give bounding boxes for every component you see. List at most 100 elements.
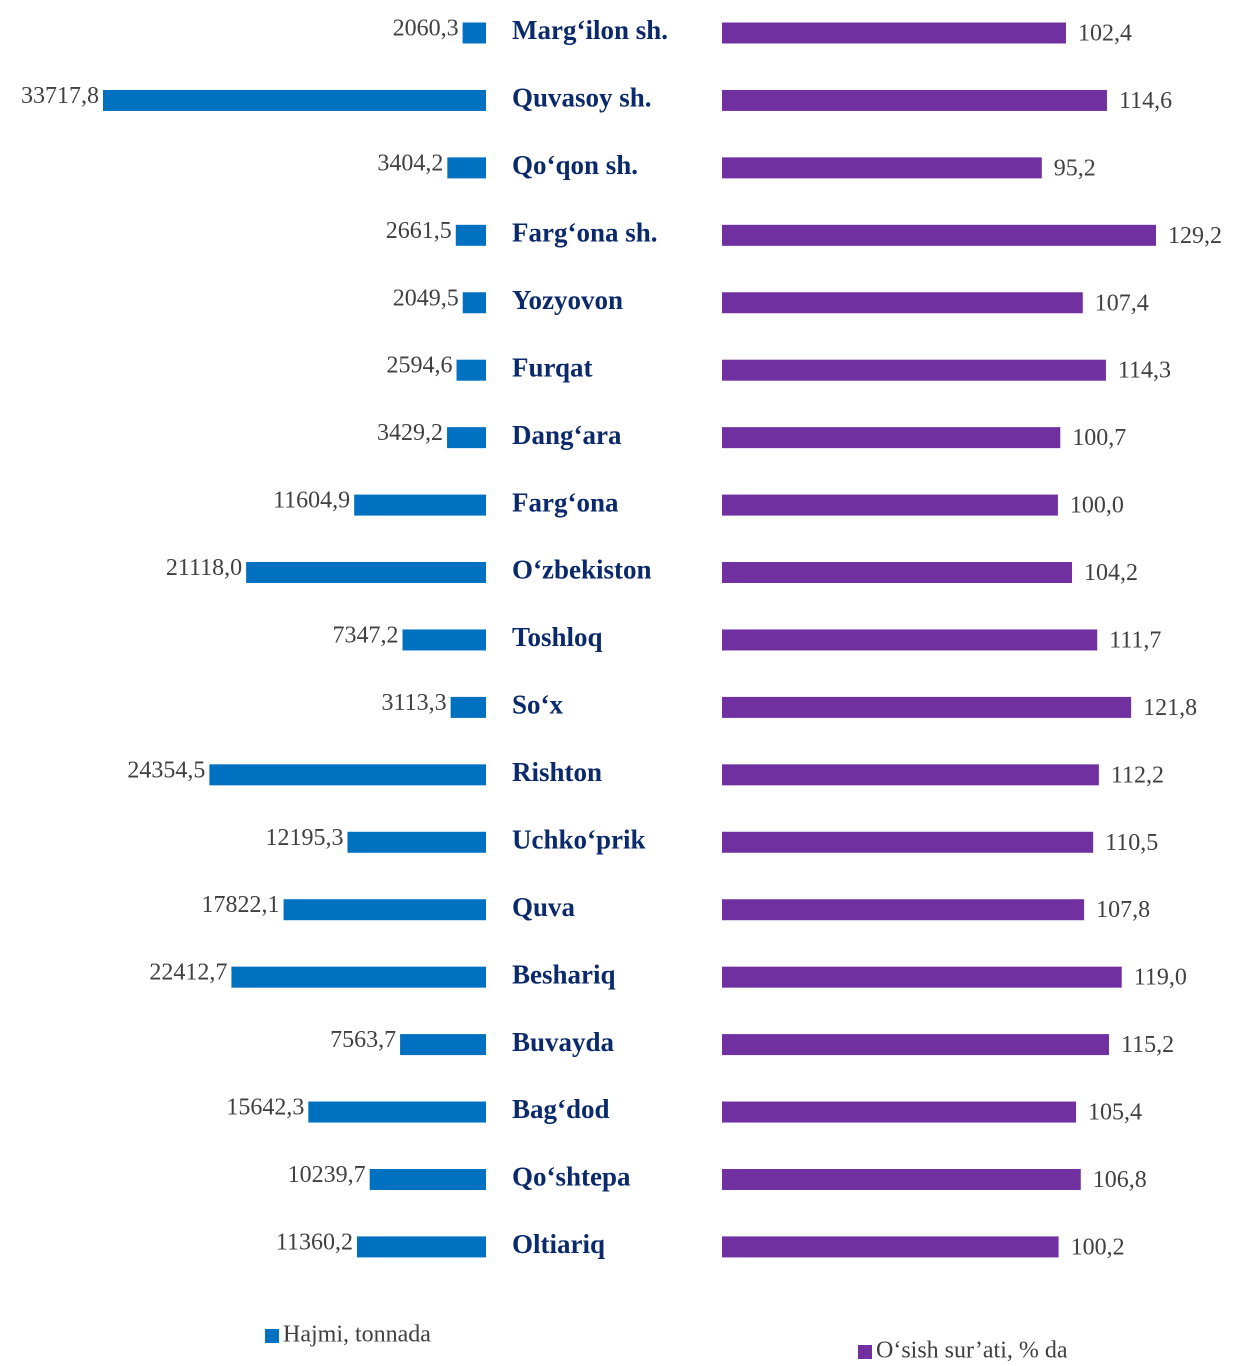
bar: [103, 89, 486, 111]
bar: [722, 157, 1042, 179]
bar: [209, 764, 486, 786]
value-label: 100,0: [1070, 493, 1124, 519]
legend-swatch: [858, 1345, 872, 1359]
value-label: 110,5: [1105, 830, 1158, 856]
value-label: 106,8: [1093, 1167, 1147, 1193]
value-label: 33717,8: [21, 83, 99, 109]
value-label: 7563,7: [330, 1027, 396, 1053]
category-label: Farg‘ona sh.: [512, 218, 658, 248]
value-label: 111,7: [1109, 627, 1161, 653]
bar: [722, 899, 1085, 921]
category-label: Beshariq: [512, 959, 616, 989]
bar: [455, 224, 486, 246]
bar: [283, 899, 486, 921]
category-label: Bag‘dod: [512, 1094, 610, 1124]
category-label: O‘zbekiston: [512, 555, 652, 585]
value-label: 11360,2: [276, 1229, 353, 1255]
category-label: Furqat: [512, 352, 593, 382]
legend-swatch: [265, 1329, 279, 1343]
value-label: 21118,0: [166, 555, 242, 581]
bar: [722, 292, 1083, 314]
category-label: So‘x: [512, 690, 564, 720]
bar: [722, 427, 1061, 449]
category-label: Dang‘ara: [512, 420, 622, 450]
category-label: Yozyovon: [512, 285, 623, 315]
value-label: 11604,9: [273, 488, 350, 514]
bar: [722, 562, 1073, 584]
value-label: 15642,3: [226, 1095, 304, 1121]
category-label: Quvasoy sh.: [512, 83, 652, 113]
value-label: 104,2: [1084, 560, 1138, 586]
category-label: Qo‘qon sh.: [512, 150, 638, 180]
value-label: 129,2: [1168, 223, 1222, 249]
value-label: 121,8: [1143, 695, 1197, 721]
bar: [402, 629, 486, 651]
bar: [722, 1168, 1081, 1190]
bar: [722, 359, 1106, 381]
value-label: 7347,2: [333, 622, 399, 648]
legend-label: O‘sish sur’ati, % da: [876, 1338, 1068, 1364]
bar: [231, 966, 486, 988]
category-label: Quva: [512, 892, 576, 922]
value-label: 3404,2: [377, 150, 443, 176]
bar: [447, 157, 486, 179]
bar: [722, 764, 1099, 786]
bar: [722, 224, 1156, 246]
bar: [722, 696, 1132, 718]
bar: [722, 22, 1066, 44]
value-label: 24354,5: [127, 757, 205, 783]
value-label: 95,2: [1054, 155, 1096, 181]
value-label: 115,2: [1121, 1032, 1174, 1058]
legend-label: Hajmi, tonnada: [283, 1322, 431, 1348]
category-label: Toshloq: [512, 622, 603, 652]
category-label: Qo‘shtepa: [512, 1162, 631, 1192]
bar: [450, 696, 486, 718]
bar: [462, 22, 486, 44]
category-label: Oltiariq: [512, 1229, 605, 1259]
value-label: 10239,7: [288, 1162, 366, 1188]
bar: [722, 89, 1107, 111]
value-label: 2594,6: [387, 353, 453, 379]
value-label: 114,6: [1119, 88, 1172, 114]
bar: [369, 1168, 486, 1190]
category-label: Uchko‘prik: [512, 824, 646, 854]
value-label: 112,2: [1111, 762, 1164, 788]
value-label: 114,3: [1118, 358, 1171, 384]
value-label: 3113,3: [382, 690, 447, 716]
value-label: 119,0: [1134, 965, 1187, 991]
value-label: 3429,2: [377, 420, 443, 446]
value-label: 22412,7: [149, 960, 227, 986]
value-label: 107,8: [1096, 897, 1150, 923]
bar: [722, 1101, 1077, 1123]
category-label: Farg‘ona: [512, 487, 619, 517]
bar: [354, 494, 486, 516]
bar: [722, 831, 1094, 853]
category-label: Marg‘ilon sh.: [512, 15, 668, 45]
bar: [722, 1236, 1059, 1258]
value-label: 100,2: [1071, 1234, 1125, 1260]
bar: [447, 427, 486, 449]
category-label: Rishton: [512, 757, 602, 787]
bar: [456, 359, 486, 381]
value-label: 2049,5: [393, 285, 459, 311]
value-label: 17822,1: [202, 892, 280, 918]
bar: [722, 494, 1058, 516]
bar: [462, 292, 486, 314]
bar: [722, 629, 1098, 651]
bar: [356, 1236, 486, 1258]
value-label: 107,4: [1095, 290, 1149, 316]
value-label: 2661,5: [386, 218, 452, 244]
bar: [400, 1034, 486, 1056]
category-label: Buvayda: [512, 1027, 615, 1057]
value-label: 102,4: [1078, 21, 1132, 47]
bar: [308, 1101, 486, 1123]
value-label: 12195,3: [265, 825, 343, 851]
value-label: 100,7: [1072, 425, 1126, 451]
value-label: 105,4: [1088, 1100, 1142, 1126]
bar: [347, 831, 486, 853]
value-label: 2060,3: [393, 16, 459, 42]
bar: [246, 562, 486, 584]
bar: [722, 1034, 1109, 1056]
bar: [722, 966, 1122, 988]
